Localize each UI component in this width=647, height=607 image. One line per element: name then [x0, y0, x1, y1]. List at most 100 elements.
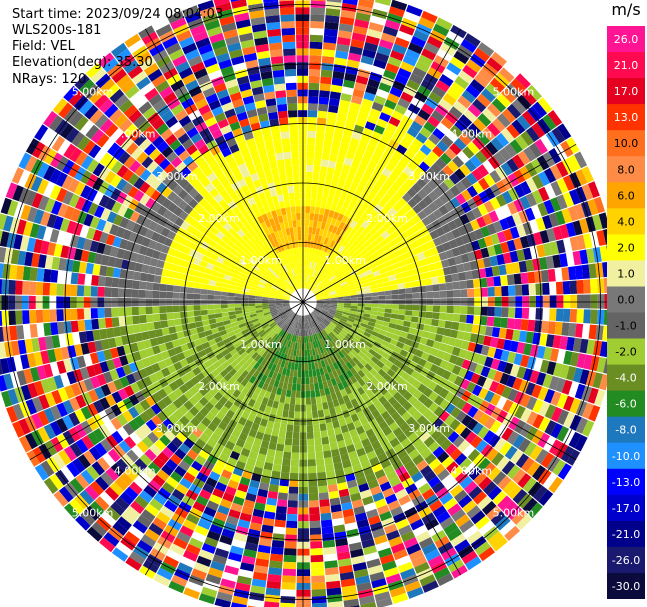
gate: [315, 242, 321, 250]
gate: [419, 292, 427, 299]
gate: [333, 133, 343, 142]
gate: [51, 389, 63, 405]
gate: [12, 403, 25, 421]
gate: [297, 363, 302, 371]
gate: [303, 315, 305, 323]
gate: [208, 318, 217, 325]
gate: [355, 353, 363, 362]
ray-109: [124, 33, 296, 291]
gate: [189, 385, 199, 396]
gate: [395, 254, 405, 263]
gate: [522, 497, 538, 514]
gate: [187, 161, 199, 172]
gate: [286, 513, 298, 522]
gate: [219, 268, 227, 275]
gate: [68, 90, 84, 107]
gate: [364, 269, 373, 276]
gate: [460, 306, 468, 315]
gate: [359, 237, 368, 246]
gate: [315, 306, 323, 310]
gate: [456, 330, 465, 340]
gate: [160, 128, 173, 141]
gate: [360, 392, 369, 402]
gate: [362, 316, 370, 322]
gate: [2, 326, 11, 342]
gate: [311, 589, 327, 597]
gate: [306, 282, 309, 289]
gate: [316, 347, 322, 355]
gate: [377, 263, 386, 271]
gate: [385, 122, 398, 133]
gate: [426, 291, 434, 299]
gate: [426, 240, 436, 250]
gate: [269, 307, 277, 310]
gate: [133, 402, 145, 415]
gate: [214, 286, 223, 292]
gate: [179, 525, 194, 538]
gate: [411, 138, 424, 150]
gate: [288, 493, 298, 501]
gate: [129, 252, 139, 262]
gate: [377, 287, 385, 292]
gate: [464, 270, 473, 280]
gate: [324, 328, 330, 335]
gate: [420, 448, 433, 460]
gate: [598, 212, 607, 229]
ray-101: [34, 124, 292, 295]
gate: [315, 138, 324, 146]
gate: [398, 260, 407, 268]
gate: [232, 150, 243, 160]
gate: [321, 436, 330, 445]
gate: [227, 209, 236, 219]
gate: [347, 318, 355, 323]
gate: [37, 179, 49, 195]
gate: [348, 486, 360, 496]
gate: [270, 331, 277, 339]
gate: [527, 502, 543, 519]
gate: [331, 226, 339, 234]
gate: [330, 340, 337, 348]
gate: [179, 237, 189, 246]
gate: [84, 319, 93, 331]
gate: [283, 296, 290, 299]
gate: [439, 359, 449, 370]
gate: [62, 159, 75, 175]
gate: [575, 400, 588, 417]
gate: [417, 343, 426, 352]
gate: [59, 218, 71, 232]
gate: [84, 104, 99, 120]
gate: [403, 427, 415, 438]
gate: [134, 332, 143, 342]
gate: [334, 126, 344, 136]
gate: [346, 333, 354, 340]
gate: [212, 488, 225, 499]
gate: [569, 398, 581, 414]
gate: [94, 340, 103, 352]
gate: [383, 285, 392, 291]
gate: [207, 422, 218, 432]
gate: [317, 235, 323, 243]
gate: [322, 306, 330, 310]
gate: [170, 79, 185, 92]
gate: [204, 212, 214, 222]
gate: [403, 320, 411, 328]
gate: [418, 17, 435, 30]
gate: [111, 547, 129, 562]
ray-67: [183, 314, 299, 600]
gate: [525, 192, 537, 207]
gate: [417, 252, 426, 261]
gate: [191, 333, 200, 341]
gate: [203, 359, 213, 368]
gate: [519, 181, 532, 195]
gate: [172, 184, 184, 196]
gate: [206, 334, 215, 342]
gate: [352, 463, 363, 473]
gate: [241, 387, 250, 396]
gate: [262, 517, 275, 527]
gate: [342, 259, 350, 267]
gate: [214, 290, 222, 296]
gate: [37, 426, 50, 443]
gate: [377, 452, 388, 463]
gate: [556, 295, 564, 308]
gate: [308, 370, 313, 378]
